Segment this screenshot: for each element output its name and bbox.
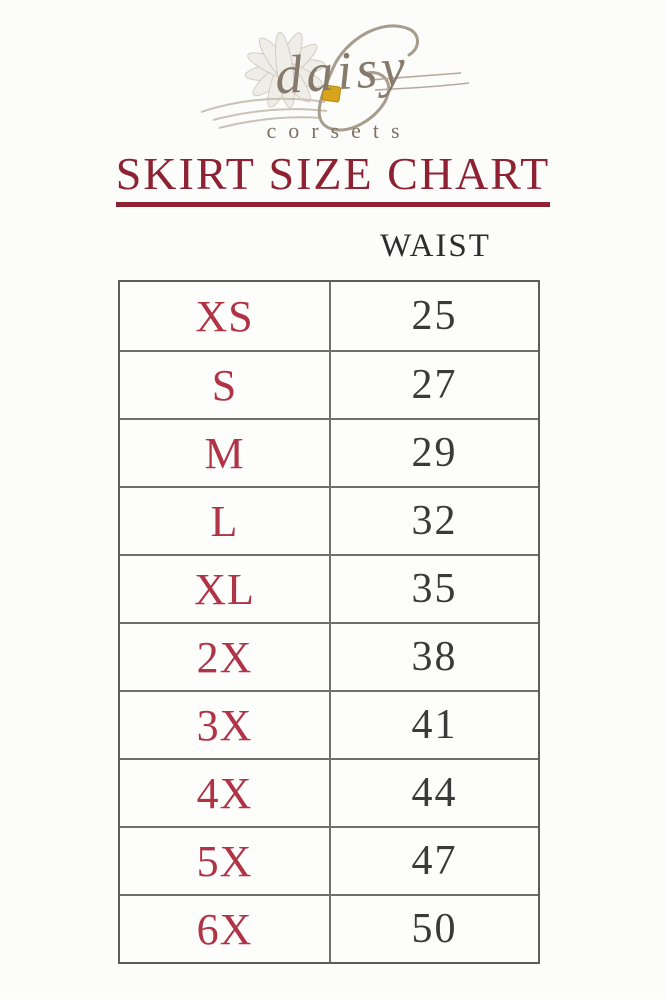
- table-row: XS 25: [120, 282, 538, 350]
- size-cell: XS: [120, 282, 331, 350]
- waist-cell: 47: [411, 838, 458, 884]
- waist-cell: 32: [411, 498, 458, 544]
- size-cell: 5X: [120, 828, 331, 894]
- size-cell: M: [120, 420, 331, 486]
- brand-name-script: daisy: [273, 36, 411, 106]
- waist-cell: 41: [411, 702, 458, 748]
- table-row: 2X 38: [120, 622, 538, 690]
- table-row: XL 35: [120, 554, 538, 622]
- brand-logo: daisy corsets: [173, 10, 493, 155]
- table-row: 3X 41: [120, 690, 538, 758]
- page-title: SKIRT SIZE CHART: [115, 149, 551, 208]
- waist-cell: 50: [411, 906, 458, 952]
- table-row: 6X 50: [120, 894, 538, 962]
- waist-cell: 29: [411, 430, 458, 476]
- table-row: 5X 47: [120, 826, 538, 894]
- waist-cell: 25: [411, 293, 458, 339]
- waist-cell: 44: [411, 770, 458, 816]
- table-row: L 32: [120, 486, 538, 554]
- size-cell: 2X: [120, 624, 331, 690]
- waist-cell: 35: [411, 566, 458, 612]
- table-row: S 27: [120, 350, 538, 418]
- title-block: SKIRT SIZE CHART: [0, 149, 666, 208]
- daisy-flower-icon: [200, 24, 470, 132]
- size-cell: S: [120, 352, 331, 418]
- waist-cell: 27: [411, 362, 458, 408]
- size-cell: 3X: [120, 692, 331, 758]
- brand-name-sub: corsets: [266, 118, 412, 143]
- size-table: XS 25 S 27 M 29 L 32 XL 35 2X 38 3X 41 4…: [118, 280, 540, 964]
- column-header-waist: WAIST: [380, 228, 491, 264]
- size-cell: L: [120, 488, 331, 554]
- gold-center-icon: [321, 84, 342, 103]
- size-cell: 4X: [120, 760, 331, 826]
- size-cell: 6X: [120, 896, 331, 962]
- waist-cell: 38: [411, 634, 458, 680]
- size-cell: XL: [120, 556, 331, 622]
- table-row: M 29: [120, 418, 538, 486]
- table-row: 4X 44: [120, 758, 538, 826]
